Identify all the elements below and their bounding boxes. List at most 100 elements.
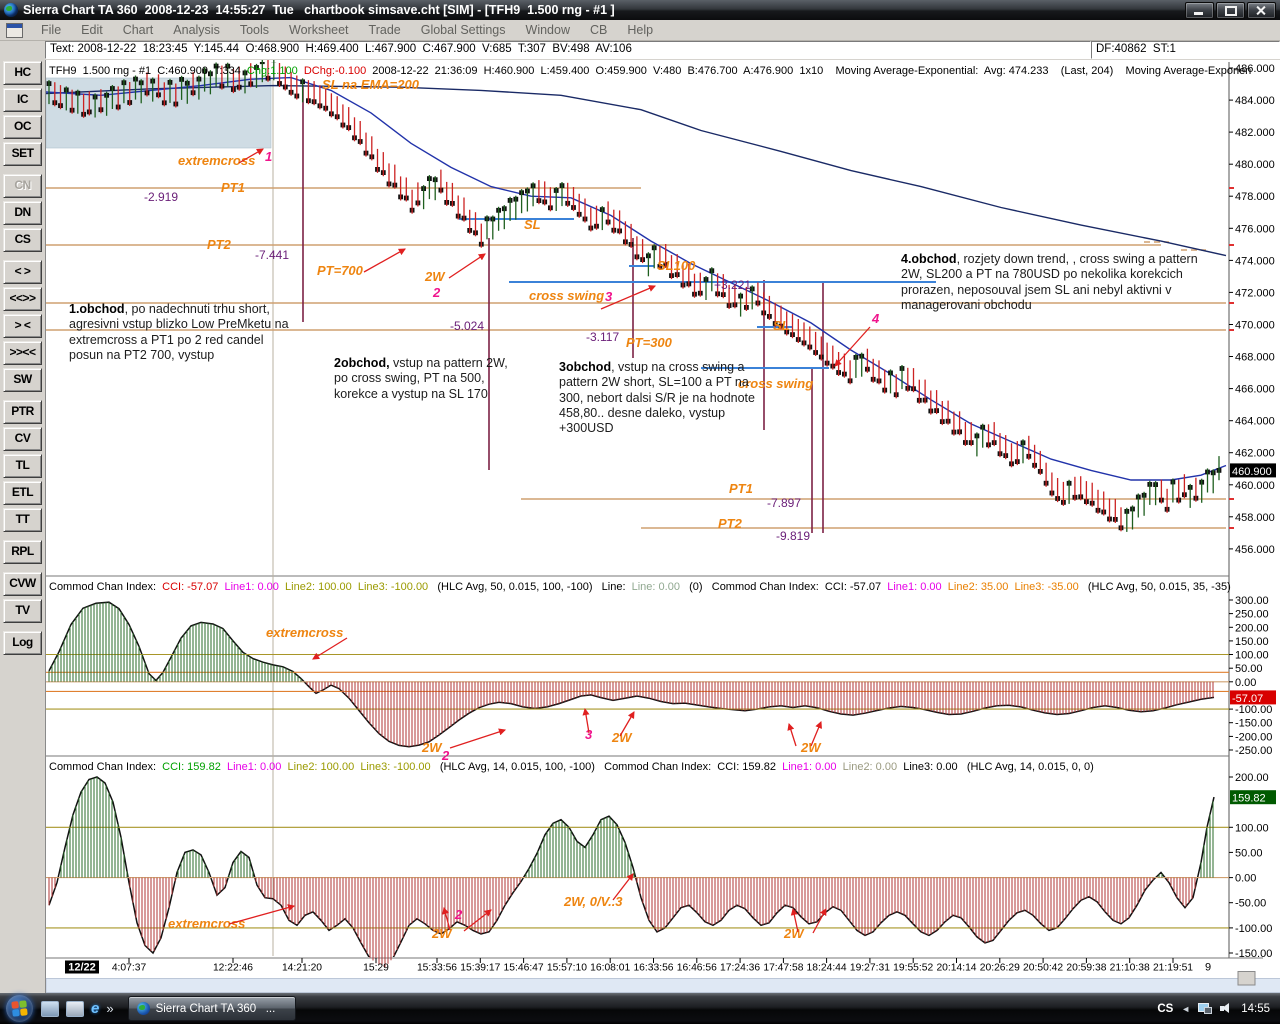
toolbar-button-tt[interactable]: TT [3,508,42,532]
toolbar-button-dn[interactable]: DN [3,201,42,225]
toolbar-button-etl[interactable]: ETL [3,481,42,505]
menu-item-tools[interactable]: Tools [239,23,270,37]
menu-item-help[interactable]: Help [627,23,654,37]
menu-item-file[interactable]: File [41,23,62,37]
cci1-tick-label: 0.00 [1235,677,1256,689]
toolbar-button-cv[interactable]: CV [3,427,42,451]
maximize-button[interactable] [1216,1,1245,19]
toolbar-button-[interactable]: <<>> [3,287,42,311]
price-tick-label: 470.000 [1235,320,1275,332]
title-bar: Sierra Chart TA 360 2008-12-23 14:55:27 … [0,0,1280,20]
annotation-arrow [600,285,656,310]
annotation-pt2: PT2 [207,237,232,252]
annotation-arrow [228,904,296,925]
annotation-arrow [463,909,492,932]
network-icon[interactable] [1198,1003,1213,1014]
menu-item-chart[interactable]: Chart [122,23,154,37]
time-tick-label: 17:24:36 [720,963,760,974]
toolbar-button-cn[interactable]: CN [3,174,42,198]
tray-language-indicator[interactable]: CS [1157,1002,1174,1015]
cci-panel[interactable] [48,776,1215,967]
time-axis-last: 9 [1205,962,1211,974]
trade-note-1: 1.obchod, po nadechnuti trhu short, agre… [69,302,289,362]
quick-launch-icon-2[interactable] [66,1000,84,1017]
annotation-arrow [787,722,797,747]
horizontal-scrollbar[interactable] [46,978,1280,993]
tray-collapse-arrow-icon[interactable]: ◄ [1181,1003,1191,1014]
annotation-sl: SL [524,217,541,232]
price-tick-label: 476.000 [1235,223,1275,235]
annotation-arrow [790,907,799,933]
menu-item-analysis[interactable]: Analysis [173,23,220,37]
cci2-tick-label: 200.00 [1235,772,1269,784]
sierra-chart-globe-icon [136,1002,150,1015]
price-tick-label: 480.000 [1235,159,1275,171]
volume-icon[interactable] [1220,1003,1233,1014]
minimize-button[interactable] [1185,1,1214,19]
annotation-arrow [312,637,348,660]
toolbar-button-oc[interactable]: OC [3,115,42,139]
annotation-pt1: PT1 [729,481,753,496]
cci-panel[interactable] [48,601,1215,748]
annotation-pt1: PT1 [221,180,245,195]
menu-item-global-settings[interactable]: Global Settings [420,23,506,37]
quick-launch-icon-1[interactable] [41,1000,59,1017]
toolbar-button-[interactable]: >><< [3,341,42,365]
menu-item-window[interactable]: Window [525,23,570,37]
time-tick-label: 15:46:47 [504,963,544,974]
toolbar-button-sw[interactable]: SW [3,368,42,392]
info-bar: Text: 2008-12-22 18:23:45 Y:145.44 O:468… [45,41,1280,59]
time-axis-date: 12/22 [68,962,96,974]
time-tick-label: 16:08:01 [590,963,630,974]
trade-number-2: 2 [432,285,441,300]
cci1-tick-label: 50.00 [1235,663,1263,675]
price-tick-label: 466.000 [1235,384,1275,396]
cci1-value-tag [1230,690,1276,705]
toolbar-button-log[interactable]: Log [3,631,42,655]
price-tick-label: 456.000 [1235,544,1275,556]
cci1-header: Commod Chan Index: CCI: -57.07 Line1: 0.… [49,581,1231,593]
toolbar-button-cvw[interactable]: CVW [3,572,42,596]
menu-item-cb[interactable]: CB [589,23,608,37]
time-tick-label: 20:59:38 [1066,963,1106,974]
toolbar-button-tv[interactable]: TV [3,599,42,623]
internet-explorer-icon[interactable]: e [91,1000,100,1017]
tray-clock[interactable]: 14:55 [1241,1002,1270,1015]
info-field-left: Text: 2008-12-22 18:23:45 Y:145.44 O:468… [45,41,1091,59]
toolbar-button-[interactable]: > < [3,314,42,338]
cci1-value-tag-label: -57.07 [1232,693,1263,705]
taskbar-sierra-chart-button[interactable]: Sierra Chart TA 360 ... [127,996,296,1021]
cci1-tick-label: 250.00 [1235,609,1269,621]
price-tick-label: 462.000 [1235,448,1275,460]
quick-launch-overflow-chevron[interactable]: » [106,1001,114,1016]
annotation-arrow [619,711,635,737]
toolbar-button-ic[interactable]: IC [3,88,42,112]
trade-note-4: 4.obchod, rozjety down trend, , cross sw… [901,252,1198,312]
toolbar-button-set[interactable]: SET [3,142,42,166]
close-button[interactable] [1247,1,1276,19]
toolbar-button-ptr[interactable]: PTR [3,400,42,424]
toolbar-button-tl[interactable]: TL [3,454,42,478]
chart-header: TFH9 1.500 rng - #1 C:460.900 T:334 Chg:… [49,65,1251,77]
cci2-tick-label: 0.00 [1235,873,1256,885]
toolbar-button-cs[interactable]: CS [3,228,42,252]
child-window-icon[interactable] [6,22,23,38]
menu-item-trade[interactable]: Trade [368,23,401,37]
menu-item-worksheet[interactable]: Worksheet [289,23,349,37]
last-price-tag-label: 460.900 [1232,466,1272,478]
time-tick-label: 16:46:56 [677,963,717,974]
time-tick-label: 12:22:46 [213,963,253,974]
cci1-tick-label: -200.00 [1235,731,1272,743]
toolbar-button-[interactable]: < > [3,260,42,284]
toolbar-button-rpl[interactable]: RPL [3,540,42,564]
price-tick-label: 472.000 [1235,287,1275,299]
toolbar-button-hc[interactable]: HC [3,61,42,85]
start-button[interactable] [6,995,33,1022]
menu-item-edit[interactable]: Edit [81,23,103,37]
resize-grip[interactable] [1237,971,1256,986]
price-tick-label: 474.000 [1235,255,1275,267]
annotation-arrow [612,873,634,901]
chart-svg[interactable]: 486.000 484.000 482.000 480.000 478.000 476.0… [46,60,1280,993]
price-tick-label: 458.000 [1235,512,1275,524]
trade-value-label: -5.024 [450,319,484,333]
